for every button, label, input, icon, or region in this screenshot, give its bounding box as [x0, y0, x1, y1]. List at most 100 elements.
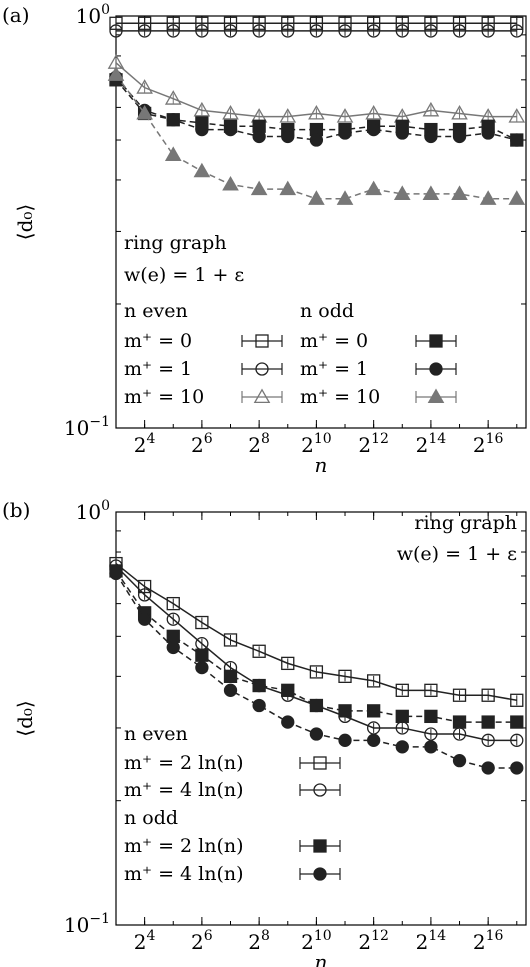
legend-header: n odd: [300, 300, 354, 322]
chart-panel: (b) 24 26 28 210 212 214 216 100 10−1 n ⟨d₀⟩ ring gr…: [2, 498, 526, 967]
annotation-text: w(e) = 1 + ε: [397, 543, 517, 565]
marker-circle: [339, 734, 351, 746]
y-axis-label: ⟨d₀⟩: [13, 204, 37, 240]
marker-circle: [396, 127, 408, 139]
legend-label: m⁺ = 4 ln(n): [124, 863, 244, 885]
annotation-text: ring graph: [414, 512, 517, 534]
marker-circle: [110, 567, 122, 579]
marker-circle: [425, 741, 437, 753]
marker-circle: [196, 124, 208, 136]
x-tick-label: 28: [248, 928, 270, 954]
marker-square: [511, 716, 523, 728]
y-tick-label: 10−1: [64, 911, 110, 937]
marker-square: [454, 716, 466, 728]
y-tick-label: 100: [76, 2, 110, 28]
x-tick-label: 212: [358, 928, 389, 954]
marker-triangle: [252, 182, 266, 195]
legend-header: n even: [124, 723, 188, 745]
marker-triangle: [281, 182, 295, 195]
x-tick-label: 28: [248, 431, 270, 457]
marker-square: [253, 680, 265, 692]
marker-circle: [454, 130, 466, 142]
marker-circle: [368, 124, 380, 136]
marker-square: [396, 710, 408, 722]
legend-header: n even: [124, 300, 188, 322]
y-tick-label: 100: [76, 498, 110, 524]
y-axis-label: ⟨d₀⟩: [13, 700, 37, 736]
marker-triangle: [481, 192, 495, 205]
marker-circle: [253, 130, 265, 142]
legend-label: m⁺ = 2 ln(n): [124, 835, 244, 857]
x-tick-label: 26: [191, 431, 213, 457]
marker-circle: [511, 762, 523, 774]
marker-circle: [139, 613, 151, 625]
marker-square: [282, 684, 294, 696]
marker-square: [196, 649, 208, 661]
legend-label: m⁺ = 10: [124, 386, 204, 408]
annotation-text: w(e) = 1 + ε: [124, 264, 244, 286]
x-tick-label: 24: [134, 431, 156, 457]
y-tick-label: 10−1: [64, 414, 110, 440]
marker-circle: [396, 741, 408, 753]
marker-circle: [225, 684, 237, 696]
marker-circle: [225, 124, 237, 136]
marker-circle: [454, 755, 466, 767]
x-axis-label: n: [315, 950, 328, 967]
panel-label: (a): [2, 3, 30, 27]
x-tick-label: 24: [134, 928, 156, 954]
x-axis-label: n: [315, 453, 328, 477]
x-tick-label: 216: [473, 928, 504, 954]
marker-circle: [482, 762, 494, 774]
marker-circle: [511, 134, 523, 146]
marker-square: [339, 705, 351, 717]
marker-circle: [430, 363, 442, 375]
marker-square: [310, 699, 322, 711]
marker-circle: [425, 130, 437, 142]
legend-label: m⁺ = 2 ln(n): [124, 752, 244, 774]
marker-circle: [196, 662, 208, 674]
marker-triangle: [338, 192, 352, 205]
marker-triangle: [424, 187, 438, 200]
marker-circle: [339, 127, 351, 139]
marker-square: [425, 710, 437, 722]
x-tick-label: 214: [416, 928, 447, 954]
marker-square: [368, 705, 380, 717]
marker-triangle: [429, 390, 443, 403]
x-tick-label: 214: [416, 431, 447, 457]
legend-label: m⁺ = 1: [300, 358, 368, 380]
marker-circle: [368, 734, 380, 746]
marker-circle: [310, 728, 322, 740]
marker-triangle: [223, 177, 237, 190]
marker-square: [430, 335, 442, 347]
annotation-text: ring graph: [124, 232, 227, 254]
marker-square: [167, 630, 179, 642]
legend-label: m⁺ = 10: [300, 386, 380, 408]
marker-circle: [314, 868, 326, 880]
marker-circle: [167, 641, 179, 653]
marker-triangle: [166, 148, 180, 161]
marker-square: [225, 670, 237, 682]
legend-label: m⁺ = 1: [124, 358, 192, 380]
marker-triangle: [452, 187, 466, 200]
marker-triangle: [510, 192, 524, 205]
marker-triangle: [195, 164, 209, 177]
legend-label: m⁺ = 0: [300, 330, 368, 352]
legend-header: n odd: [124, 807, 178, 829]
marker-circle: [310, 134, 322, 146]
x-tick-label: 216: [473, 431, 504, 457]
x-tick-label: 26: [191, 928, 213, 954]
marker-circle: [482, 127, 494, 139]
x-tick-label: 212: [358, 431, 389, 457]
marker-triangle: [366, 182, 380, 195]
legend-label: m⁺ = 4 ln(n): [124, 779, 244, 801]
marker-square: [314, 840, 326, 852]
chart-panel: (a)24 26 28 210 212 214 21610010−1n⟨d₀⟩ring gr…: [2, 2, 526, 477]
marker-circle: [282, 130, 294, 142]
marker-square: [482, 716, 494, 728]
marker-circle: [253, 699, 265, 711]
panel-label: (b): [2, 498, 30, 522]
marker-circle: [282, 716, 294, 728]
marker-triangle: [255, 390, 269, 403]
marker-triangle: [309, 192, 323, 205]
